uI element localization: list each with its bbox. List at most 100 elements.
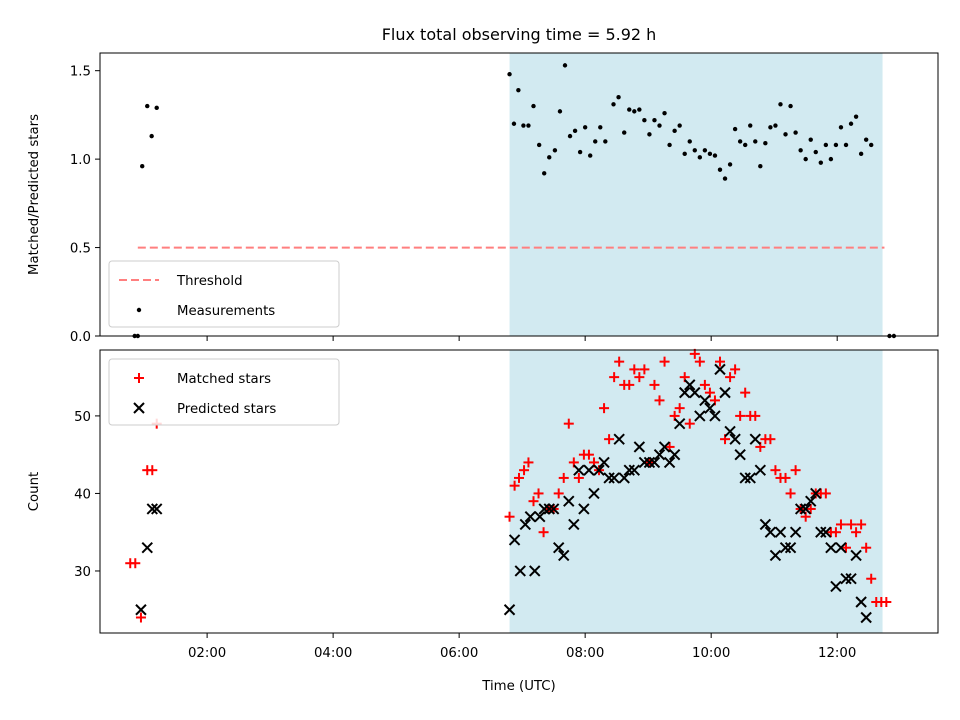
data-point bbox=[794, 503, 807, 515]
data-point bbox=[533, 488, 544, 499]
data-point bbox=[663, 456, 676, 469]
data-point bbox=[557, 109, 563, 114]
data-point-b bbox=[613, 433, 625, 445]
data-point bbox=[568, 518, 580, 531]
data-point bbox=[856, 519, 867, 530]
data-point bbox=[150, 503, 163, 515]
data-point-b bbox=[709, 410, 721, 422]
legend-marker-swatch bbox=[136, 307, 142, 313]
data-point-b bbox=[694, 410, 706, 422]
data-point bbox=[759, 518, 772, 531]
observing-window-shade bbox=[509, 53, 883, 336]
data-point-b bbox=[598, 456, 610, 469]
x-axis-label: Time (UTC) bbox=[481, 679, 556, 694]
data-point bbox=[657, 123, 662, 128]
data-point bbox=[604, 434, 615, 445]
data-point bbox=[689, 348, 700, 359]
data-point bbox=[632, 109, 637, 114]
data-point bbox=[860, 611, 872, 624]
data-point-b bbox=[503, 604, 516, 616]
data-point bbox=[779, 542, 792, 554]
data-point-b bbox=[679, 386, 691, 399]
data-point-b bbox=[835, 542, 847, 554]
data-point bbox=[130, 558, 141, 569]
data-point-b bbox=[543, 503, 555, 515]
data-point-b bbox=[815, 526, 827, 538]
data-point bbox=[748, 123, 753, 128]
data-point bbox=[773, 123, 778, 128]
data-point bbox=[789, 526, 802, 538]
data-point bbox=[135, 604, 147, 616]
data-point bbox=[538, 527, 549, 538]
data-point bbox=[699, 379, 710, 390]
data-point bbox=[140, 164, 145, 169]
data-point bbox=[869, 142, 874, 148]
data-point bbox=[623, 464, 635, 476]
data-point bbox=[674, 403, 685, 414]
data-point-b bbox=[764, 526, 777, 538]
data-point bbox=[154, 105, 159, 111]
data-point bbox=[853, 114, 859, 119]
data-point bbox=[784, 542, 797, 554]
data-point-b bbox=[653, 448, 666, 461]
data-point bbox=[547, 155, 552, 160]
data-point bbox=[823, 142, 829, 148]
data-point bbox=[609, 372, 620, 383]
data-point bbox=[648, 456, 661, 469]
data-point bbox=[833, 142, 839, 148]
data-point-b bbox=[558, 549, 570, 562]
data-point bbox=[774, 526, 787, 538]
data-point-b bbox=[850, 549, 862, 562]
data-point bbox=[503, 604, 516, 616]
data-point bbox=[848, 121, 854, 126]
data-point bbox=[778, 102, 783, 107]
data-point-b bbox=[663, 456, 676, 469]
data-point bbox=[735, 410, 746, 421]
data-point-b bbox=[583, 464, 595, 476]
data-point-b bbox=[648, 456, 661, 469]
data-point bbox=[673, 417, 686, 430]
data-point bbox=[697, 155, 703, 160]
data-point-b bbox=[820, 526, 832, 538]
data-point-b bbox=[729, 433, 741, 445]
data-point bbox=[835, 519, 846, 530]
data-point bbox=[724, 425, 736, 438]
data-point bbox=[734, 448, 746, 461]
data-point-b bbox=[588, 487, 600, 500]
data-point bbox=[679, 386, 691, 399]
data-point bbox=[593, 464, 605, 476]
data-point-b bbox=[633, 441, 646, 453]
data-point bbox=[765, 434, 776, 445]
data-point-b bbox=[547, 503, 560, 515]
plot-frame bbox=[99, 349, 939, 634]
data-point-b bbox=[552, 542, 565, 554]
data-point bbox=[552, 148, 558, 153]
data-point-b bbox=[603, 472, 615, 484]
data-point bbox=[627, 107, 632, 112]
data-point bbox=[638, 456, 651, 469]
data-point-b bbox=[784, 542, 797, 554]
series-dot-group bbox=[132, 63, 897, 339]
legend-item: Predicted stars bbox=[133, 402, 276, 417]
data-point bbox=[815, 526, 827, 538]
y-tick-label: 30 bbox=[74, 565, 91, 580]
data-point-b bbox=[689, 386, 701, 399]
data-point-b bbox=[734, 448, 746, 461]
data-point bbox=[850, 549, 862, 562]
data-point-b bbox=[524, 510, 537, 523]
data-point bbox=[659, 356, 670, 367]
data-point-b bbox=[794, 503, 807, 515]
data-point bbox=[642, 118, 647, 123]
data-point bbox=[813, 149, 818, 155]
data-point bbox=[725, 372, 736, 383]
data-point-b bbox=[529, 565, 541, 577]
data-point bbox=[866, 573, 877, 584]
data-point bbox=[598, 125, 603, 130]
data-point bbox=[714, 356, 725, 367]
data-point bbox=[519, 518, 532, 531]
legend-marker-swatch bbox=[133, 402, 145, 414]
data-point-b bbox=[538, 503, 550, 515]
y-tick-label: 0.5 bbox=[70, 242, 91, 257]
data-point bbox=[654, 395, 665, 406]
data-point bbox=[840, 573, 852, 585]
